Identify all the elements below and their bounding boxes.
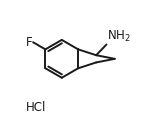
Text: HCl: HCl [26, 101, 46, 114]
Text: F: F [25, 36, 32, 49]
Text: NH$_2$: NH$_2$ [107, 29, 131, 44]
